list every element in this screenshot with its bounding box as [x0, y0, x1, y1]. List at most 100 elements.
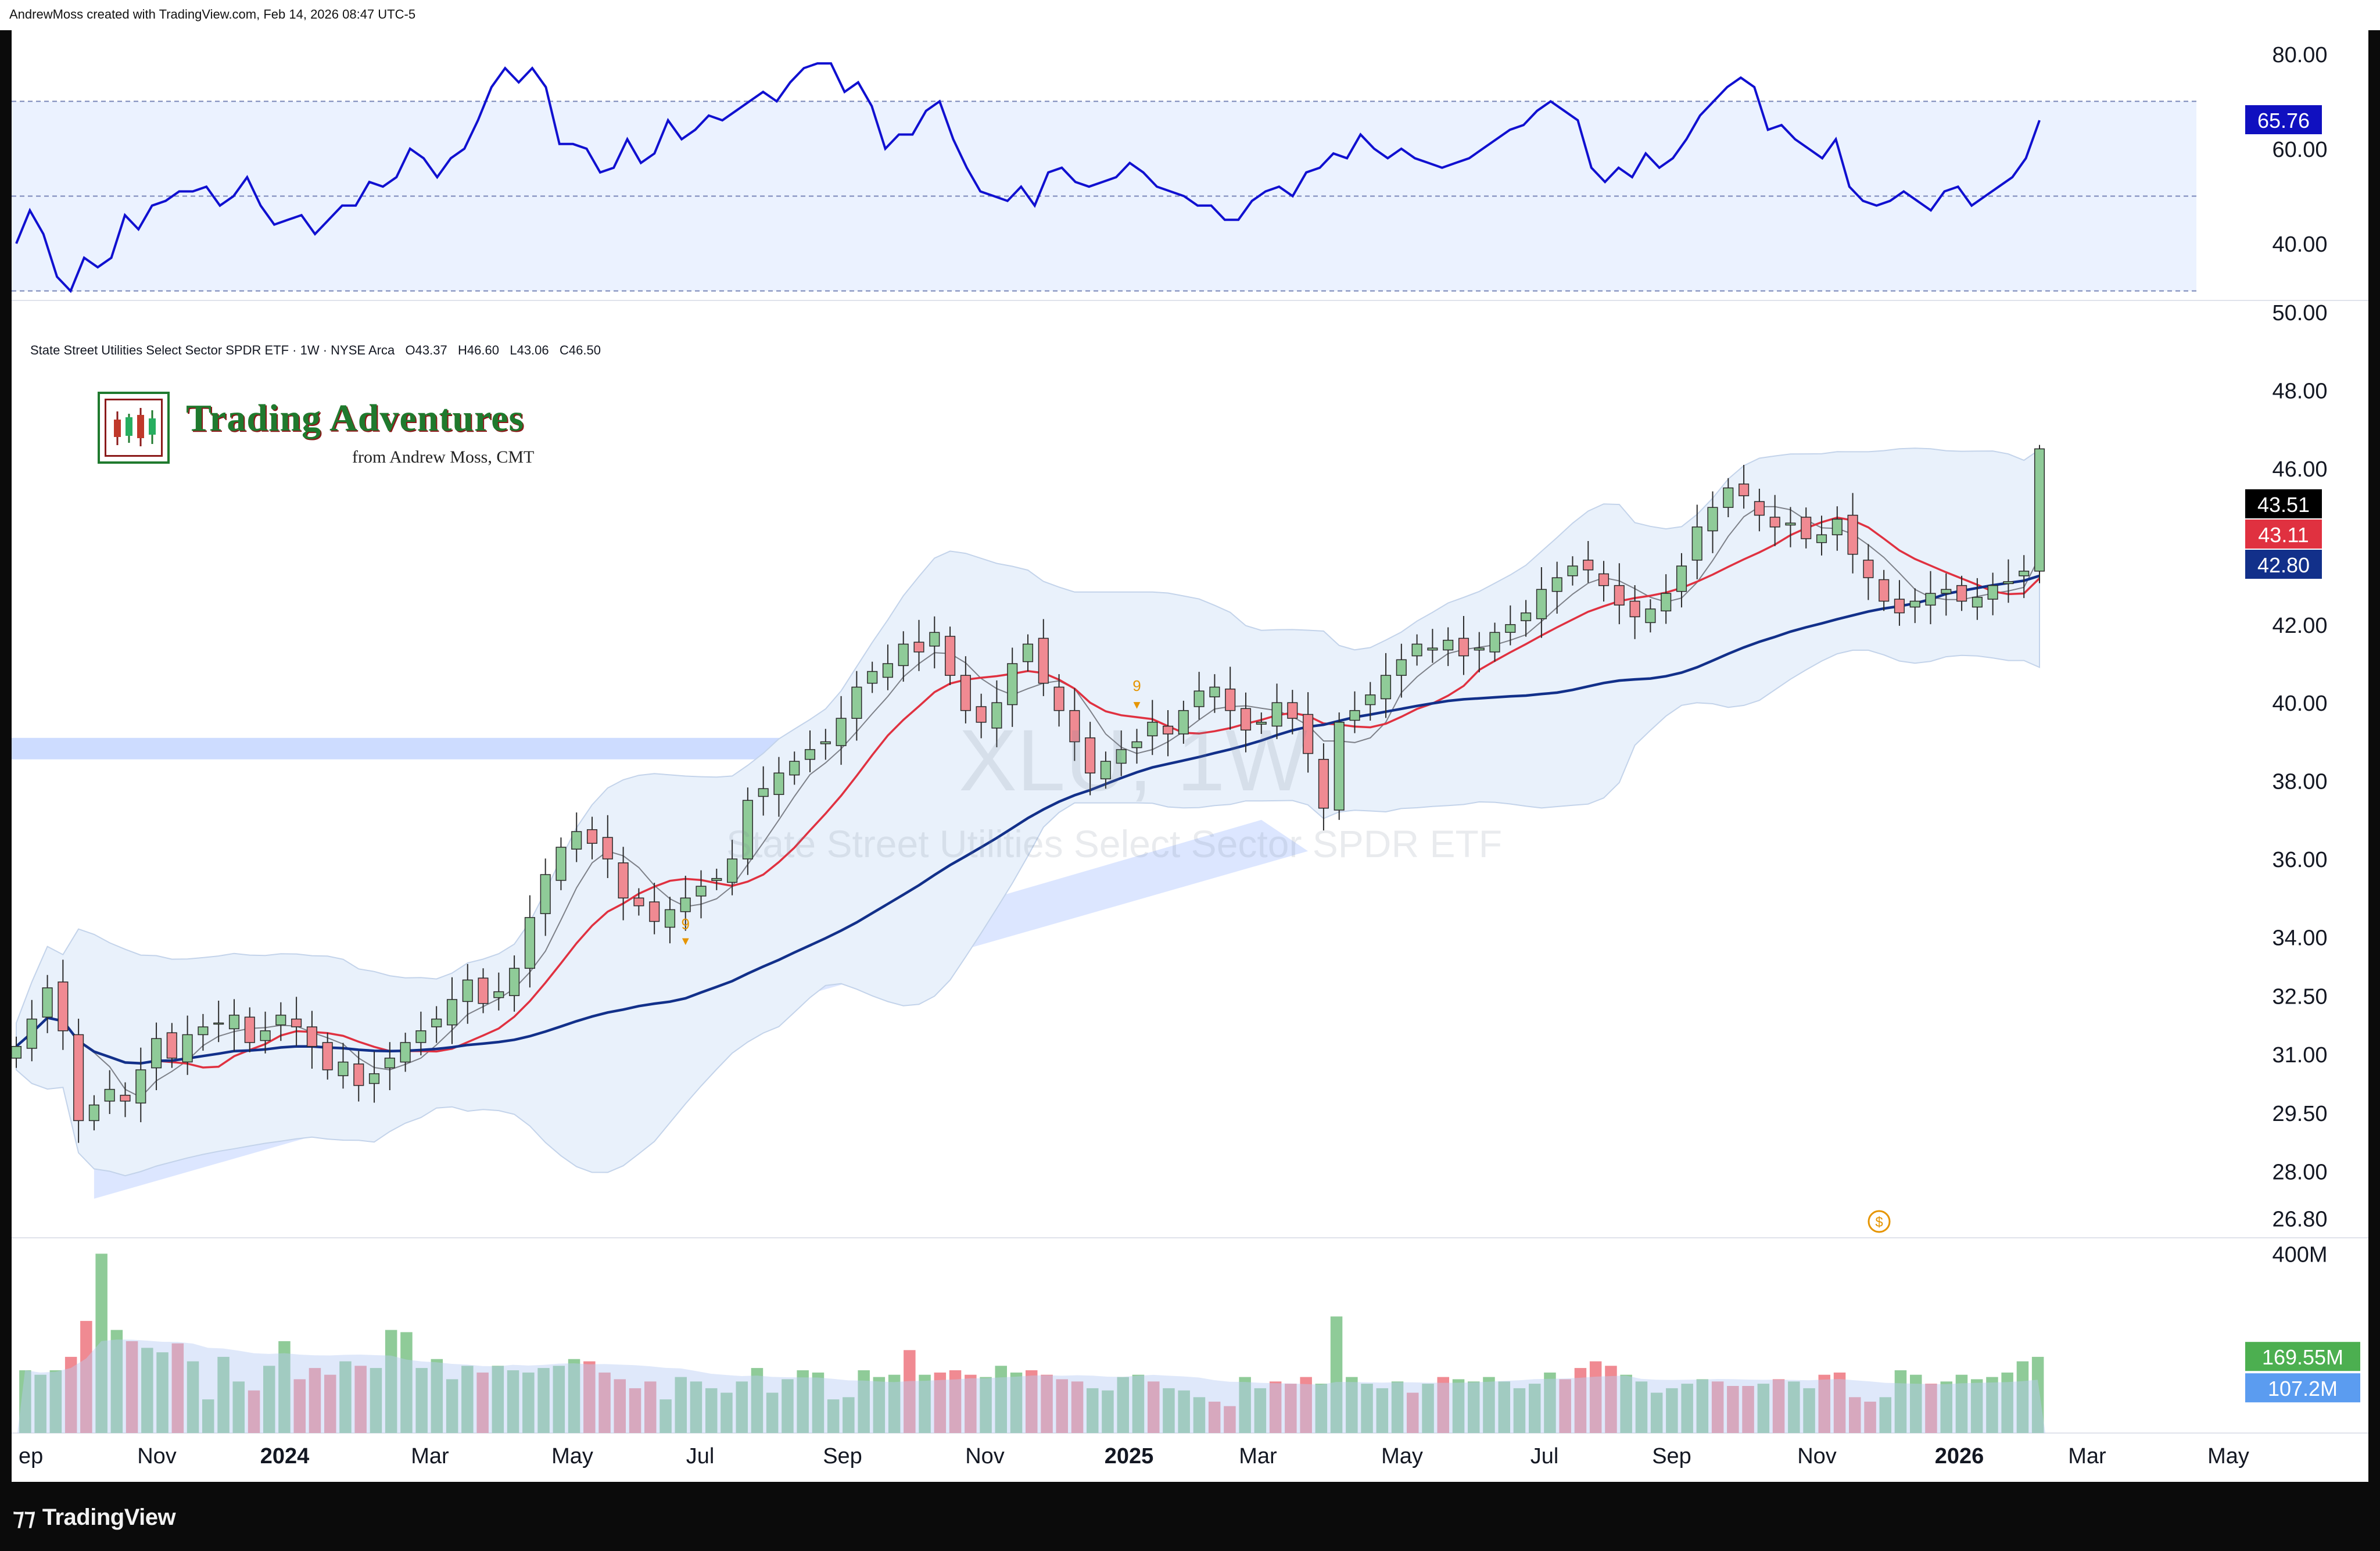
- volume-bar: [2001, 1372, 2013, 1433]
- candle-body: [758, 788, 769, 797]
- candle-body: [384, 1058, 395, 1069]
- candle-body: [1847, 514, 1858, 555]
- candle-body: [182, 1034, 193, 1063]
- candle-body: [929, 632, 940, 647]
- volume-bar: [492, 1366, 504, 1433]
- volume-bar: [827, 1399, 840, 1433]
- candle-body: [58, 982, 69, 1031]
- volume-bar: [1468, 1381, 1480, 1433]
- volume-bar: [1803, 1388, 1815, 1433]
- candle-body: [1598, 573, 1610, 586]
- price-tick-label: 46.00: [2272, 457, 2327, 482]
- volume-bar: [1589, 1361, 1602, 1433]
- candle-body: [1801, 517, 1812, 539]
- price-tag: [2245, 519, 2322, 549]
- candle-body: [135, 1069, 146, 1104]
- candle-body: [1380, 675, 1392, 700]
- volume-bar: [1894, 1370, 1907, 1433]
- credit-text: AndrewMoss created with TradingView.com,…: [9, 7, 416, 22]
- volume-bar: [202, 1399, 214, 1433]
- volume-bar: [339, 1361, 352, 1433]
- tradingview-logo[interactable]: ⁊⁊ TradingView: [13, 1504, 176, 1531]
- candle-body: [1816, 534, 1827, 543]
- time-tick-label: Mar: [2068, 1444, 2106, 1468]
- volume-bar: [1148, 1381, 1160, 1433]
- volume-bar: [1849, 1397, 1861, 1433]
- volume-bar: [1970, 1379, 1983, 1433]
- candle-body: [571, 831, 582, 850]
- volume-bar: [644, 1381, 657, 1433]
- volume-bar: [766, 1392, 779, 1433]
- candle-body: [633, 897, 644, 907]
- volume-bar: [385, 1330, 397, 1433]
- volume-bar: [217, 1356, 230, 1433]
- volume-bar: [995, 1366, 1007, 1433]
- time-tick-label: Mar: [411, 1444, 449, 1468]
- price-tick-label: 34.00: [2272, 926, 2327, 950]
- chart-area[interactable]: 80.00 60.00 40.00 65.76 9 ▼ 9 ▼ $50.00 48.00 46.00…: [12, 30, 2368, 1482]
- sequence-label-9: 9: [682, 915, 690, 933]
- chart-svg[interactable]: 80.00 60.00 40.00 65.76 9 ▼ 9 ▼ $50.00 48.00 46.00…: [12, 30, 2368, 1482]
- volume-bar: [659, 1399, 672, 1433]
- volume-bar: [1239, 1377, 1251, 1433]
- volume-bar: [919, 1374, 931, 1433]
- volume-bar: [309, 1368, 321, 1433]
- candle-body: [742, 800, 753, 859]
- volume-bar: [1483, 1377, 1495, 1433]
- brand-title: Trading Adventures: [186, 397, 525, 439]
- volume-bar: [95, 1253, 107, 1433]
- candle-body: [1551, 577, 1562, 592]
- volume-bar: [1010, 1372, 1023, 1433]
- time-tick-label: Nov: [137, 1444, 177, 1468]
- volume-bar: [1361, 1384, 1373, 1433]
- price-tag-label: 43.11: [2258, 523, 2309, 547]
- brand-subtitle: from Andrew Moss, CMT: [352, 447, 535, 467]
- volume-bar: [690, 1381, 702, 1433]
- price-tick-label: 26.80: [2272, 1207, 2327, 1231]
- candle-body: [976, 706, 987, 723]
- volume-bar: [537, 1368, 550, 1433]
- candle-body: [1411, 643, 1422, 657]
- candle-body: [555, 847, 567, 881]
- price-tick-label: 36.00: [2272, 848, 2327, 872]
- volume-bar: [232, 1381, 245, 1433]
- candle-body: [945, 636, 956, 676]
- volume-bar: [476, 1372, 489, 1433]
- candle-body: [415, 1030, 426, 1043]
- rsi-last-label: 65.76: [2257, 109, 2310, 132]
- watermark-name: State Street Utilities Select Sector SPD…: [726, 822, 1503, 865]
- volume-bar: [904, 1350, 916, 1433]
- candle-body: [275, 1015, 286, 1026]
- candle-body: [291, 1018, 302, 1027]
- candle-body: [1629, 600, 1640, 618]
- volume-bar: [1285, 1384, 1297, 1433]
- volume-bar: [843, 1397, 855, 1433]
- volume-bar: [2031, 1356, 2044, 1433]
- volume-bar: [64, 1356, 77, 1433]
- volume-bar: [1087, 1388, 1099, 1433]
- volume-bar: [1757, 1384, 1770, 1433]
- candle-body: [1831, 518, 1843, 536]
- candle-body: [1489, 632, 1500, 653]
- volume-bar: [34, 1374, 46, 1433]
- candle-body: [1894, 599, 1905, 614]
- candle-body: [1007, 663, 1018, 705]
- volume-bar: [1986, 1377, 1998, 1433]
- volume-bar: [1711, 1381, 1724, 1433]
- volume-bar: [553, 1366, 565, 1433]
- volume-bar: [80, 1321, 92, 1433]
- candle-body: [322, 1042, 333, 1070]
- candle-body: [353, 1063, 364, 1086]
- candle-body: [1614, 585, 1625, 606]
- volume-bar: [1559, 1379, 1571, 1433]
- volume-bar: [1498, 1381, 1510, 1433]
- volume-bar: [507, 1370, 519, 1433]
- candle-body: [1536, 589, 1547, 619]
- volume-bar: [812, 1372, 825, 1433]
- volume-bar: [1437, 1377, 1449, 1433]
- watermark-ticker: XLU, 1W: [959, 711, 1308, 809]
- candle-body: [431, 1018, 442, 1027]
- volume-bar: [1163, 1388, 1175, 1433]
- candle-body: [1691, 526, 1702, 561]
- volume-bar: [858, 1370, 870, 1433]
